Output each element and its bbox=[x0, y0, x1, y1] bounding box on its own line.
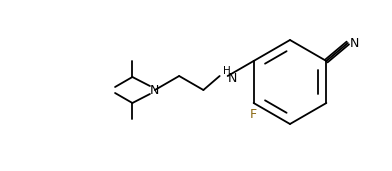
Text: N: N bbox=[350, 36, 359, 49]
Text: H: H bbox=[223, 66, 230, 76]
Text: N: N bbox=[150, 83, 160, 96]
Text: F: F bbox=[250, 109, 257, 122]
Text: N: N bbox=[228, 71, 237, 84]
